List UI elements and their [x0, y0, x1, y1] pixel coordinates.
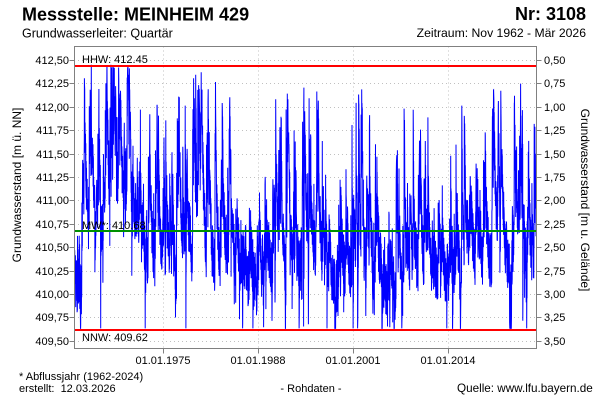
svg-text:NNW: 409.62: NNW: 409.62 [82, 332, 148, 344]
svg-text:Messstelle: MEINHEIM 429: Messstelle: MEINHEIM 429 [22, 5, 249, 25]
svg-text:* Abflussjahr (1962-2024): * Abflussjahr (1962-2024) [19, 371, 143, 383]
svg-text:0,50: 0,50 [544, 55, 565, 67]
svg-text:410,00: 410,00 [35, 289, 69, 301]
svg-text:411,25: 411,25 [36, 172, 69, 184]
svg-text:Quelle: www.lfu.bayern.de: Quelle: www.lfu.bayern.de [457, 382, 593, 395]
svg-text:411,50: 411,50 [36, 149, 69, 161]
svg-text:Grundwasserstand [m ü. NN]: Grundwasserstand [m ü. NN] [10, 108, 24, 263]
svg-text:410,25: 410,25 [35, 266, 69, 278]
svg-text:412,50: 412,50 [35, 55, 69, 67]
svg-text:- Rohdaten -: - Rohdaten - [280, 383, 341, 395]
svg-text:01.01.1988: 01.01.1988 [230, 355, 285, 367]
svg-text:01.01.2014: 01.01.2014 [420, 355, 475, 367]
svg-text:1,75: 1,75 [544, 172, 565, 184]
svg-text:1,50: 1,50 [544, 149, 565, 161]
svg-text:409,50: 409,50 [35, 336, 69, 348]
svg-text:410,50: 410,50 [35, 242, 69, 254]
svg-text:3,25: 3,25 [544, 312, 565, 324]
svg-text:2,75: 2,75 [544, 266, 565, 278]
svg-text:409,75: 409,75 [35, 312, 69, 324]
svg-text:412,25: 412,25 [35, 78, 69, 90]
svg-text:3,50: 3,50 [544, 336, 565, 348]
svg-text:01.01.2001: 01.01.2001 [325, 355, 380, 367]
svg-text:0,75: 0,75 [544, 78, 565, 90]
svg-text:3,00: 3,00 [544, 289, 565, 301]
svg-text:2,50: 2,50 [544, 242, 565, 254]
svg-text:412,00: 412,00 [35, 102, 69, 114]
svg-text:2,25: 2,25 [544, 219, 565, 231]
svg-text:Nr: 3108: Nr: 3108 [515, 4, 586, 24]
svg-text:411,75: 411,75 [36, 125, 69, 137]
svg-text:erstellt: 12.03.2026: erstellt: 12.03.2026 [19, 383, 116, 395]
svg-text:1,25: 1,25 [544, 125, 565, 137]
svg-text:1,00: 1,00 [544, 102, 565, 114]
svg-text:01.01.1975: 01.01.1975 [135, 355, 190, 367]
svg-text:HHW: 412.45: HHW: 412.45 [82, 54, 148, 66]
svg-text:2,00: 2,00 [544, 195, 565, 207]
svg-text:Grundwasserstand [m u. Gelände: Grundwasserstand [m u. Gelände] [578, 109, 592, 292]
svg-text:MW*: 410.68: MW*: 410.68 [82, 220, 146, 232]
svg-text:411,00: 411,00 [36, 195, 69, 207]
svg-text:410,75: 410,75 [35, 219, 69, 231]
svg-text:Grundwasserleiter: Quartär: Grundwasserleiter: Quartär [22, 27, 173, 41]
svg-text:Zeitraum: Nov 1962 - Mär 2026: Zeitraum: Nov 1962 - Mär 2026 [417, 26, 587, 40]
